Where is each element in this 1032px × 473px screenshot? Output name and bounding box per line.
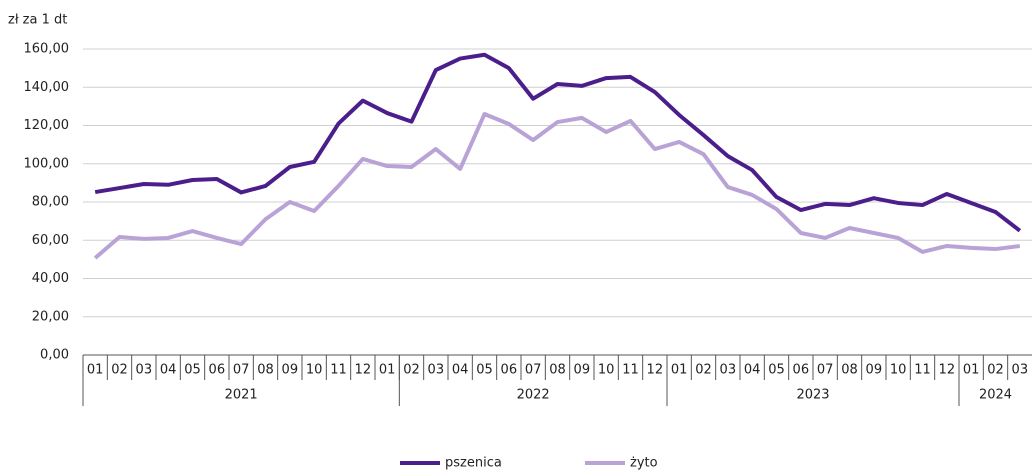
x-tick-label: 01 [671,363,688,378]
y-tick-label: 40,00 [32,271,69,286]
x-tick-label: 06 [793,363,810,378]
x-tick-label: 02 [695,363,712,378]
x-tick-label: 02 [987,363,1004,378]
y-tick-label: 160,00 [24,42,70,57]
x-tick-label: 08 [549,363,566,378]
x-tick-label: 10 [598,363,615,378]
x-tick-label: 06 [501,363,518,378]
x-tick-label: 05 [768,363,785,378]
x-tick-label: 11 [914,363,931,378]
y-tick-label: 0,00 [40,348,69,363]
x-tick-label: 04 [744,363,761,378]
x-tick-label: 11 [330,363,347,378]
group-label: 2022 [517,388,550,403]
series-line [93,112,1021,260]
y-tick-label: 20,00 [32,309,69,324]
x-tick-label: 12 [939,363,956,378]
x-tick-label: 04 [452,363,469,378]
x-tick-label: 01 [963,363,980,378]
x-tick-label: 07 [525,363,542,378]
x-tick-label: 03 [136,363,153,378]
group-label: 2023 [796,388,829,403]
x-tick-label: 02 [111,363,128,378]
x-tick-label: 11 [622,363,639,378]
x-tick-label: 10 [890,363,907,378]
y-tick-label: 140,00 [24,80,70,95]
x-tick-label: 03 [720,363,737,378]
x-tick-label: 05 [184,363,201,378]
group-label: 2021 [225,388,258,403]
group-label: 2024 [979,388,1012,403]
x-tick-label: 09 [574,363,591,378]
x-tick-label: 04 [160,363,177,378]
x-tick-label: 06 [209,363,226,378]
x-tick-label: 10 [306,363,323,378]
x-tick-label: 03 [428,363,445,378]
x-tick-label: 02 [403,363,420,378]
x-tick-label: 12 [355,363,372,378]
series-line [94,52,1022,233]
x-tick-label: 05 [476,363,493,378]
x-tick-label: 03 [1012,363,1029,378]
x-tick-label: 12 [647,363,664,378]
x-tick-label: 08 [841,363,858,378]
x-tick-label: 07 [817,363,834,378]
x-tick-label: 09 [866,363,883,378]
x-tick-label: 08 [257,363,274,378]
y-tick-label: 80,00 [32,195,69,210]
x-tick-label: 09 [282,363,299,378]
y-tick-label: 100,00 [24,156,70,171]
y-tick-label: 120,00 [24,118,70,133]
legend-label: żyto [630,456,658,471]
y-axis-label: zł za 1 dt [8,13,67,28]
legend-label: pszenica [445,456,502,471]
x-tick-label: 07 [233,363,250,378]
x-tick-label: 01 [87,363,104,378]
x-tick-label: 01 [379,363,396,378]
y-tick-label: 60,00 [32,233,69,248]
